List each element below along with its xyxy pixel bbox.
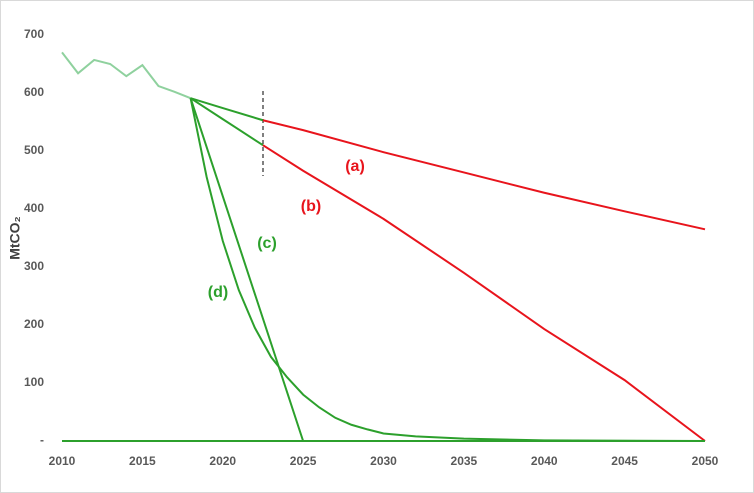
y-axis-label: MtCO₂ xyxy=(7,216,23,260)
y-tick-label: 100 xyxy=(24,375,44,389)
series-line xyxy=(61,51,191,100)
series-line xyxy=(262,144,706,442)
series-annotation: (c) xyxy=(257,235,277,252)
x-tick-label: 2025 xyxy=(290,454,317,468)
series-annotation: (a) xyxy=(345,158,365,175)
x-tick-label: 2050 xyxy=(692,454,719,468)
x-tick-label: 2015 xyxy=(129,454,156,468)
x-tick-label: 2010 xyxy=(49,454,76,468)
series-line xyxy=(190,97,264,122)
series-line xyxy=(262,119,706,231)
x-tick-label: 2040 xyxy=(531,454,558,468)
x-tick-label: 2045 xyxy=(611,454,638,468)
y-tick-label: 400 xyxy=(24,201,44,215)
series-line xyxy=(189,98,706,442)
series-annotation: (d) xyxy=(208,284,228,301)
x-tick-label: 2030 xyxy=(370,454,397,468)
y-tick-label: 200 xyxy=(24,317,44,331)
x-tick-label: 2035 xyxy=(451,454,478,468)
y-tick-label: 300 xyxy=(24,259,44,273)
x-tick-label: 2020 xyxy=(209,454,236,468)
y-tick-label: 500 xyxy=(24,143,44,157)
series-line xyxy=(190,97,264,147)
y-tick-label: 600 xyxy=(24,85,44,99)
y-tick-label: - xyxy=(40,433,44,447)
y-tick-label: 700 xyxy=(24,27,44,41)
series-annotation: (b) xyxy=(301,198,321,215)
